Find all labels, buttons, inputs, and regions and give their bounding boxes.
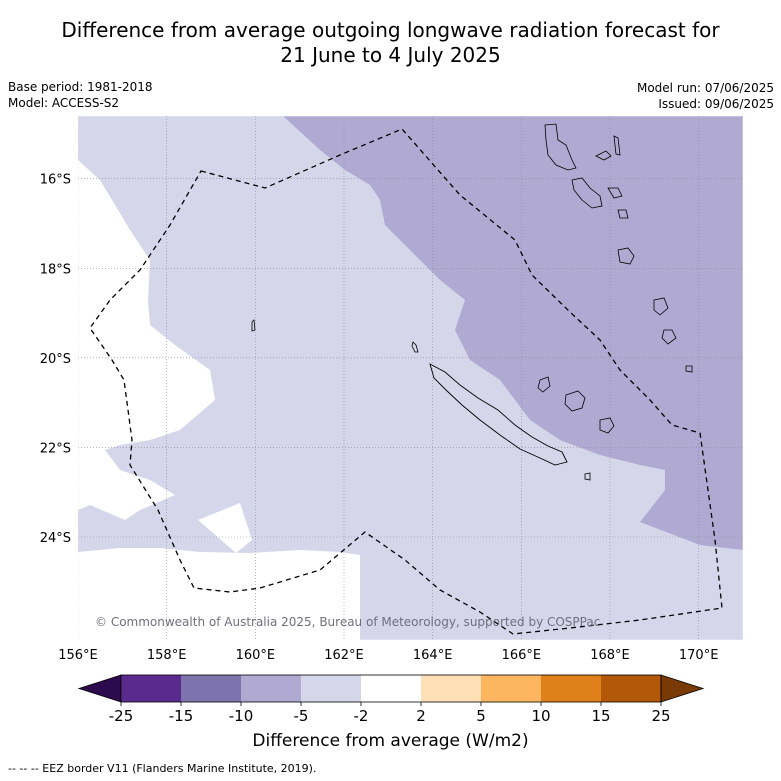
base-period: Base period: 1981-2018	[8, 80, 153, 94]
tanna-island	[661, 329, 677, 345]
vanuatu-islet	[595, 150, 612, 161]
isle-of-pines	[584, 472, 591, 481]
colorbar-segment	[301, 675, 361, 702]
issued-date: Issued: 09/06/2025	[658, 97, 774, 111]
longitude-label: 162°E	[324, 648, 364, 663]
colorbar-segment	[541, 675, 601, 702]
epi-island	[617, 209, 629, 219]
colorbar-extend-high	[660, 674, 705, 703]
colorbar-segment	[601, 675, 661, 702]
colorbar	[77, 674, 705, 703]
colorbar-tick-label: 10	[531, 707, 550, 725]
chesterfield-islands	[251, 319, 256, 332]
aneityum-island	[685, 365, 693, 373]
title-line-1: Difference from average outgoing longwav…	[61, 18, 720, 42]
longitude-label: 156°E	[58, 648, 98, 663]
espiritu-santo-island	[544, 123, 577, 171]
colorbar-tick-label: 2	[416, 707, 426, 725]
belep-islands	[411, 341, 419, 353]
colorbar-tick-label: 25	[651, 707, 670, 725]
longitude-label: 160°E	[236, 648, 276, 663]
longitude-label: 166°E	[502, 648, 542, 663]
colorbar-tick-label: -25	[109, 707, 134, 725]
latitude-label: 18°S	[40, 262, 71, 277]
colorbar-tick-label: -10	[229, 707, 254, 725]
colorbar-tick-label: -5	[294, 707, 309, 725]
longitude-label: 170°E	[679, 648, 719, 663]
longitude-label: 164°E	[413, 648, 453, 663]
latitude-label: 22°S	[40, 441, 71, 456]
colorbar-tick-labels: -25 -15 -10 -5 -2 2 5 10 15 25	[109, 702, 671, 725]
colorbar-segment	[421, 675, 481, 702]
colorbar-title: Difference from average (W/m2)	[252, 731, 529, 751]
efate-island	[617, 247, 635, 265]
anomaly-band-neutral	[78, 160, 215, 520]
colorbar-tick-label: -15	[169, 707, 194, 725]
eez-border-line	[89, 128, 723, 635]
latitude-labels: 16°S 18°S 20°S 22°S 24°S	[40, 173, 71, 546]
anomaly-band-medium	[283, 116, 743, 550]
colorbar-tick-label: 5	[476, 707, 486, 725]
latitude-label: 24°S	[40, 531, 71, 546]
colorbar-segment	[361, 675, 421, 702]
colorbar-tick-label: 15	[591, 707, 610, 725]
longitude-label: 158°E	[147, 648, 187, 663]
map-frame	[77, 115, 744, 641]
anomaly-band-neutral	[198, 503, 252, 553]
colorbar-segment	[241, 675, 301, 702]
eez-legend: -- -- -- EEZ border V11 (Flanders Marine…	[8, 762, 317, 775]
new-caledonia-island	[429, 363, 568, 466]
colorbar-tick-label: -2	[354, 707, 369, 725]
model-run: Model run: 07/06/2025	[636, 81, 774, 95]
colorbar-frame	[120, 674, 662, 703]
colorbar-extend-low	[77, 674, 122, 703]
colorbar-segment	[121, 675, 181, 702]
title-line-2: 21 June to 4 July 2025	[280, 43, 501, 67]
erromango-island	[653, 297, 669, 316]
colorbar-segment	[481, 675, 541, 702]
map-area	[78, 116, 743, 640]
map-title: Difference from average outgoing longwav…	[0, 18, 781, 68]
longitude-label: 168°E	[590, 648, 630, 663]
maewo-island	[613, 135, 621, 156]
meta-left: Base period: 1981-2018 Model: ACCESS-S2	[8, 79, 153, 111]
lifou-island	[564, 390, 586, 412]
malekula-island	[571, 177, 603, 209]
copyright-text: © Commonwealth of Australia 2025, Bureau…	[95, 615, 600, 629]
latitude-label: 16°S	[40, 173, 71, 188]
meta-right: Model run: 07/06/2025 Issued: 09/06/2025	[637, 80, 774, 112]
gridlines	[78, 116, 743, 640]
anomaly-band-neutral	[78, 548, 360, 640]
longitude-labels: 156°E 158°E 160°E 162°E 164°E 166°E 168°E 170°E	[58, 648, 718, 663]
colorbar-segment	[181, 675, 241, 702]
mare-island	[599, 417, 615, 434]
latitude-label: 20°S	[40, 352, 71, 367]
ambrym-island	[607, 187, 623, 199]
model-name: Model: ACCESS-S2	[8, 96, 120, 110]
ouvea-island	[537, 376, 551, 393]
